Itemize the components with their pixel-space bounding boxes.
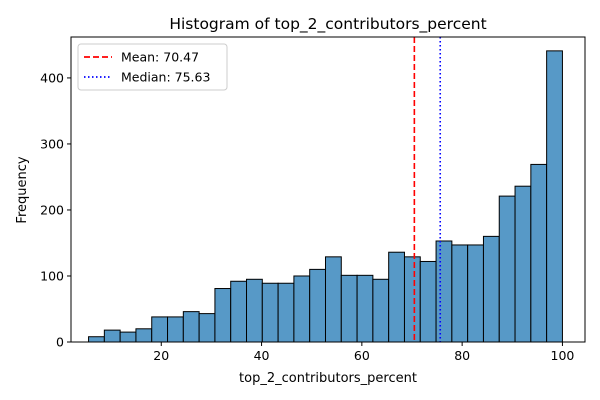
legend-box bbox=[77, 43, 228, 91]
histogram-bar bbox=[182, 311, 200, 343]
x-tick-label: 40 bbox=[254, 348, 270, 363]
chart-title: Histogram of top_2_contributors_percent bbox=[169, 15, 486, 34]
x-axis-label: top_2_contributors_percent bbox=[239, 371, 417, 386]
histogram-bar bbox=[388, 251, 405, 343]
histogram-bar bbox=[293, 275, 311, 343]
histogram-bar bbox=[119, 331, 137, 343]
histogram-bar bbox=[230, 280, 248, 343]
histogram-bar bbox=[419, 260, 437, 343]
histogram-bar bbox=[530, 163, 548, 343]
legend-median-label: Median: 75.63 bbox=[121, 70, 210, 85]
histogram-bar bbox=[324, 256, 342, 343]
y-tick-label: 0 bbox=[56, 335, 64, 350]
x-tick-label: 100 bbox=[551, 348, 575, 363]
y-tick-label: 400 bbox=[40, 70, 64, 85]
histogram-bar bbox=[451, 244, 469, 343]
histogram-bar bbox=[340, 274, 358, 343]
histogram-bar bbox=[214, 288, 232, 343]
y-axis-label: Frequency bbox=[15, 156, 30, 223]
plot-frame bbox=[70, 36, 586, 343]
y-tick-label: 100 bbox=[40, 268, 64, 283]
histogram-bar bbox=[372, 278, 390, 343]
histogram-bar bbox=[198, 313, 216, 343]
x-tick-label: 80 bbox=[454, 348, 470, 363]
histogram-bar bbox=[514, 185, 532, 343]
histogram-bar bbox=[467, 244, 484, 343]
histogram-bar bbox=[88, 336, 105, 343]
bars-group bbox=[88, 50, 563, 343]
histogram-bar bbox=[482, 235, 500, 343]
legend: Mean: 70.47 Median: 75.63 bbox=[77, 43, 228, 91]
y-tick-label: 300 bbox=[40, 136, 64, 151]
x-tick-label: 60 bbox=[354, 348, 370, 363]
histogram-bar bbox=[356, 274, 374, 343]
histogram-bar bbox=[261, 282, 279, 343]
histogram-bar bbox=[246, 278, 263, 343]
histogram-bar bbox=[167, 316, 184, 343]
histogram-bar bbox=[135, 328, 153, 343]
histogram-bar bbox=[403, 256, 421, 343]
x-axis-ticks: 20 40 60 80 100 bbox=[153, 342, 574, 363]
histogram-bar bbox=[103, 329, 121, 343]
histogram-bar bbox=[309, 268, 326, 343]
histogram-bar bbox=[498, 195, 516, 343]
histogram-bar bbox=[151, 316, 169, 343]
legend-mean-label: Mean: 70.47 bbox=[121, 50, 199, 65]
histogram-bar bbox=[435, 240, 453, 343]
x-tick-label: 20 bbox=[153, 348, 169, 363]
reference-lines-group bbox=[413, 37, 442, 342]
histogram-bar bbox=[277, 282, 295, 343]
y-tick-label: 200 bbox=[40, 202, 64, 217]
histogram-bar bbox=[546, 50, 563, 343]
y-axis-ticks: 0 100 200 300 400 bbox=[40, 70, 71, 350]
